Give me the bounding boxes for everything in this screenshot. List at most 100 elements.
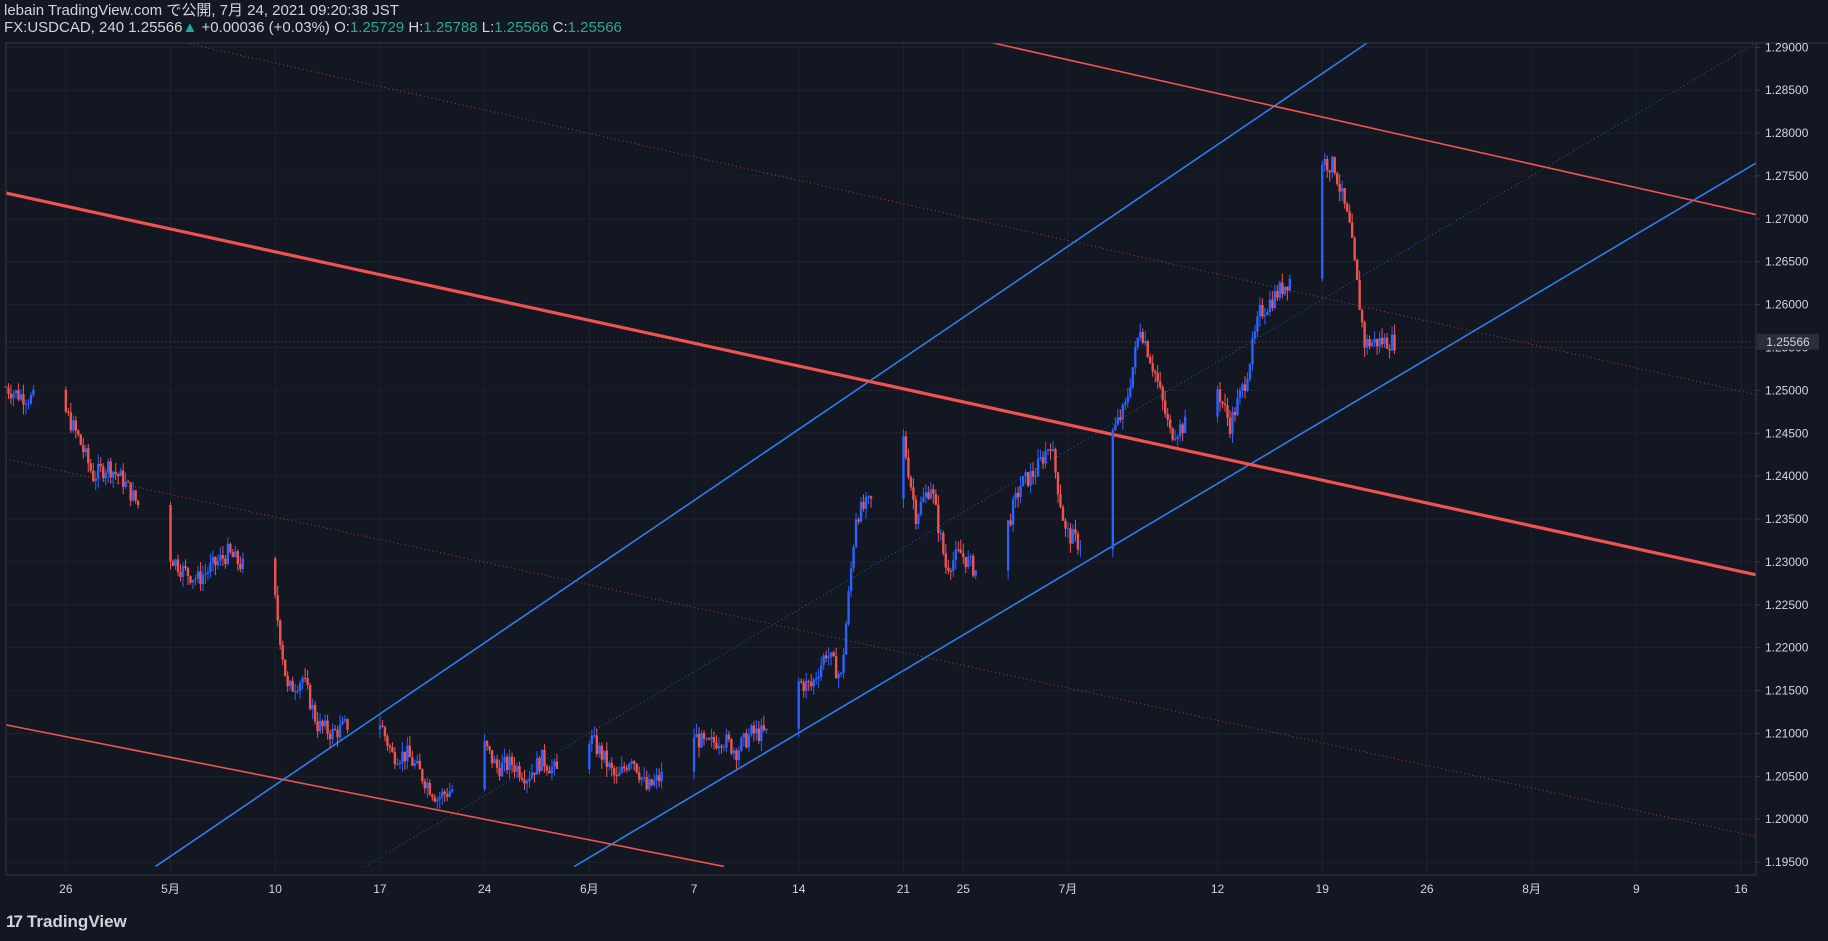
candle-body [318,720,322,732]
candle-body [1119,417,1122,420]
candle-body [508,756,511,771]
candle-body [755,728,758,734]
candle-body [635,763,638,773]
candle-body [498,767,501,777]
candle-body [1253,331,1257,339]
candle-body [715,742,718,749]
time-tick-label: 24 [478,882,492,896]
time-tick-label: 26 [59,882,73,896]
candle-body [14,390,18,394]
candle-body [214,556,217,566]
candle-body [954,549,957,561]
candle-body [119,470,122,477]
candle-body [306,678,309,686]
candle-body [864,496,868,509]
candle-body [1176,436,1179,439]
candle-body [428,782,431,795]
candle-body [702,732,706,739]
candle-body [712,736,716,743]
candle-body [1139,332,1142,338]
time-tick-label: 10 [269,882,283,896]
candle-body [628,764,631,771]
candle-body [1360,309,1364,323]
candle-body [301,677,304,683]
candle-body [837,673,840,679]
candle-body [555,761,559,769]
candle-body [29,395,33,404]
candle-body [7,387,10,394]
candle-body [740,737,743,751]
candle-body [927,492,930,499]
candle-body [839,672,843,674]
candle-body [485,741,489,747]
candle-body [1271,299,1274,308]
price-tick-label: 1.20500 [1765,769,1809,783]
red-dotted-top [185,42,1757,396]
candle-body [949,570,953,572]
candle-body [1069,528,1072,544]
candle-body [904,436,908,458]
candle-body [346,718,349,730]
candle-body [67,411,70,413]
candle-body [308,685,312,710]
candle-body [1136,337,1139,348]
candle-body [1031,471,1035,477]
candle-body [124,481,127,487]
candle-body [523,779,526,784]
candle-body [338,724,342,738]
candle-body [176,559,180,573]
candle-body [343,718,347,721]
time-tick-label: 16 [1734,882,1748,896]
candle-body [1321,165,1324,279]
candle-body [1154,371,1157,373]
candle-body [403,751,407,762]
candle-body [448,791,451,797]
candle-body [438,797,441,800]
candle-body [1218,389,1222,402]
high-label: H: [408,19,424,36]
candle-body [199,571,202,585]
candle-body [77,430,80,435]
candle-body [191,579,195,583]
candle-body [924,492,928,498]
price-axis[interactable]: 1.29000 1.28500 1.28000 1.27500 1.27000 1.265… [1756,40,1809,869]
candle-body [1223,403,1227,406]
candle-body [386,736,389,746]
candle-body [184,565,187,568]
time-tick-label: 7 [691,882,698,896]
plot-area[interactable] [6,43,1756,875]
candle-body [929,489,933,499]
candle-body [720,746,723,748]
open-value: 1.25729 [349,19,405,36]
candle-body [1388,348,1391,351]
candle-body [974,570,977,576]
trend-drawings[interactable] [5,42,1757,868]
candle-body [857,519,860,522]
candle-body [797,681,800,729]
candle-body [727,734,731,740]
time-axis[interactable]: 26 5月 10 17 24 6月 7 14 21 25 7月 12 19 26 8月 9 16 [59,882,1748,896]
tradingview-logo[interactable]: 17 TradingView [6,912,127,932]
candle-body [179,572,182,577]
last-price: 1.25566 [128,19,183,36]
candle-body [735,750,738,760]
candle-body [201,574,205,585]
candle-body [1266,311,1269,315]
candle-body [1246,379,1249,391]
candle-body [909,477,913,488]
candle-body [393,751,397,765]
candle-body [92,470,95,482]
candle-body [750,725,753,735]
candle-body [12,393,15,399]
candle-body [1385,337,1389,349]
candle-body [747,734,751,748]
candle-body [1134,347,1137,368]
candle-body [388,745,392,748]
candle-body [725,734,728,748]
candle-body [814,678,818,680]
price-tick-label: 1.23000 [1765,555,1809,569]
candle-body [854,519,858,547]
candle-body [293,691,297,693]
candle-body [1163,400,1167,414]
